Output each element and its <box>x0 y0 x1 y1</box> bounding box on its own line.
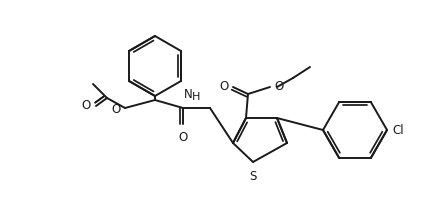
Text: O: O <box>274 80 283 93</box>
Text: H: H <box>192 92 201 102</box>
Text: Cl: Cl <box>392 124 404 137</box>
Text: N: N <box>184 88 193 101</box>
Text: S: S <box>249 170 257 183</box>
Text: O: O <box>178 131 188 144</box>
Text: O: O <box>220 80 229 93</box>
Text: O: O <box>82 98 91 112</box>
Text: O: O <box>112 102 121 115</box>
